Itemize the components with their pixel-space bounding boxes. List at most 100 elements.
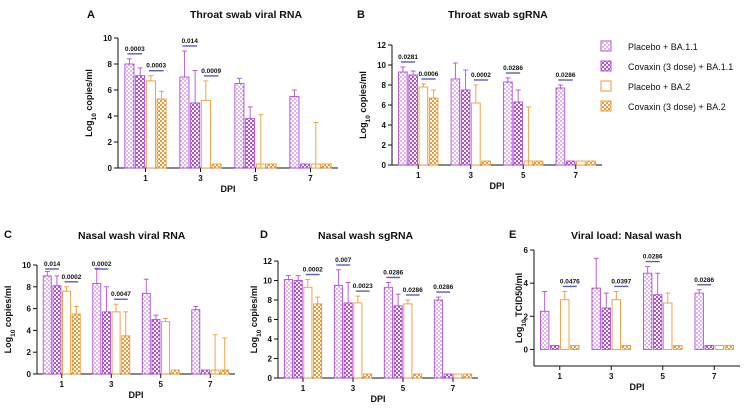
y-tick-label: 10 xyxy=(103,34,112,43)
y-axis-label: Log10 copies/ml xyxy=(249,286,263,354)
p-value-label: 0.0002 xyxy=(471,72,491,79)
y-tick-label: 2 xyxy=(108,138,113,147)
y-tick-label: 2 xyxy=(524,312,529,321)
bar-e-5-s0 xyxy=(643,272,653,350)
x-tick-label: 3 xyxy=(351,384,356,393)
x-tick-label: 3 xyxy=(109,380,114,389)
p-value-label: 0.0002 xyxy=(61,274,81,281)
y-tick-label: 6 xyxy=(27,305,32,314)
y-tick-label: 0 xyxy=(382,161,387,170)
x-tick-label: 1 xyxy=(301,384,306,393)
y-axis-label: Log10 copies/ml xyxy=(358,71,372,139)
bar-d-5-s0 xyxy=(383,286,393,379)
bar-a-1-s0 xyxy=(124,63,135,169)
p-value-label: 0.0286 xyxy=(503,65,523,72)
panel-e: E Viral load: Nasal wash 0 2 4 6 Log10 TCID50/… xyxy=(509,229,740,392)
bar-b-5-s3 xyxy=(533,160,544,166)
bar-b-1-s2 xyxy=(418,86,429,166)
y-axis-label: Log10 copies/ml xyxy=(3,286,17,354)
x-tick-label: 7 xyxy=(451,384,456,393)
panel-title: Nasal wash viral RNA xyxy=(78,230,186,242)
bar-d-5-s3 xyxy=(413,373,423,379)
y-tick-label: 2 xyxy=(382,141,387,150)
bar-d-7-s0 xyxy=(433,299,443,379)
y-tick-label: 10 xyxy=(263,277,272,286)
bar-b-3-s3 xyxy=(481,160,491,166)
bar-c-5-s0 xyxy=(141,292,151,375)
y-tick-label: 0 xyxy=(268,374,273,383)
bar-a-7-s3 xyxy=(321,163,332,169)
y-tick-label: 0 xyxy=(27,370,32,379)
bar-e-3-s0 xyxy=(591,287,601,350)
p-value-label: 0.007 xyxy=(335,257,352,264)
panel-b: B Throat swab sgRNA 0 2 4 6 8 10 12 Log10 copies/… xyxy=(357,9,602,191)
panel-title: Throat swab sgRNA xyxy=(448,9,548,21)
bar-b-5-s0 xyxy=(503,81,513,166)
bar-a-1-s1 xyxy=(135,75,146,169)
y-tick-label: 6 xyxy=(268,316,273,325)
bar-c-3-s3 xyxy=(121,335,131,375)
bar-e-1-s2 xyxy=(560,299,570,350)
y-tick-label: 12 xyxy=(377,41,386,50)
y-axis-label: Log10 TCID50/ml xyxy=(514,273,528,343)
p-value-label: 0.0002 xyxy=(92,261,112,268)
bar-e-5-s2 xyxy=(663,302,673,350)
y-tick-label: 4 xyxy=(268,335,273,344)
bar-a-7-s0 xyxy=(289,96,300,169)
p-value-label: 0.0286 xyxy=(403,287,423,294)
bar-d-3-s2 xyxy=(353,302,363,379)
p-value-label: 0.0003 xyxy=(125,46,145,53)
panel-letter: B xyxy=(357,9,365,21)
p-value-label: 0.0286 xyxy=(383,269,403,276)
panel-letter: C xyxy=(4,229,12,241)
bar-a-3-s2 xyxy=(200,99,211,169)
y-tick-label: 8 xyxy=(27,283,32,292)
bar-e-7-s0 xyxy=(694,292,704,350)
legend-swatch xyxy=(600,80,612,92)
panel-d: D Nasal wash sgRNA 0 2 4 6 8 10 12 Log10 copies/m… xyxy=(249,229,478,404)
bar-a-7-s1 xyxy=(300,163,311,169)
x-tick-label: 5 xyxy=(401,384,406,393)
bar-d-7-s3 xyxy=(463,373,473,379)
bar-d-5-s1 xyxy=(393,305,403,379)
bar-e-3-s2 xyxy=(611,299,621,350)
x-tick-label: 7 xyxy=(574,171,579,180)
panel-c: C Nasal wash viral RNA 0 2 4 6 8 10 Log10 copies… xyxy=(3,229,235,400)
x-axis-label: DPI xyxy=(220,184,235,194)
bar-b-7-s3 xyxy=(586,160,596,166)
x-tick-label: 3 xyxy=(198,174,203,183)
y-tick-label: 8 xyxy=(382,81,387,90)
bar-e-5-s1 xyxy=(653,294,663,350)
panel-title: Throat swab viral RNA xyxy=(190,9,302,21)
y-tick-label: 2 xyxy=(268,355,273,364)
bar-a-1-s2 xyxy=(145,80,156,169)
bar-d-3-s0 xyxy=(333,284,343,379)
x-tick-label: 1 xyxy=(60,380,65,389)
x-tick-label: 1 xyxy=(558,372,563,381)
x-tick-label: 5 xyxy=(521,171,526,180)
y-tick-label: 0 xyxy=(108,164,113,173)
bar-b-3-s0 xyxy=(450,78,461,166)
p-value-label: 0.0047 xyxy=(111,291,131,298)
bar-d-1-s2 xyxy=(303,286,313,379)
bar-e-1-s1 xyxy=(550,344,560,350)
x-tick-label: 1 xyxy=(416,171,421,180)
p-value-label: 0.0281 xyxy=(398,54,418,61)
x-tick-label: 3 xyxy=(609,372,614,381)
bar-c-1-s0 xyxy=(42,275,52,375)
y-tick-label: 10 xyxy=(22,261,31,270)
panel-title: Viral load: Nasal wash xyxy=(571,230,682,242)
bar-a-5-s0 xyxy=(234,83,245,169)
y-tick-label: 4 xyxy=(382,121,387,130)
p-value-label: 0.0286 xyxy=(643,254,663,261)
bar-c-1-s1 xyxy=(52,285,62,375)
bar-e-5-s3 xyxy=(673,344,683,350)
y-tick-label: 6 xyxy=(382,101,387,110)
bar-d-1-s1 xyxy=(293,280,303,379)
x-axis-label: DPI xyxy=(629,382,644,392)
bar-d-1-s0 xyxy=(283,279,293,379)
bar-c-5-s3 xyxy=(170,369,180,375)
bar-b-3-s2 xyxy=(471,102,481,166)
